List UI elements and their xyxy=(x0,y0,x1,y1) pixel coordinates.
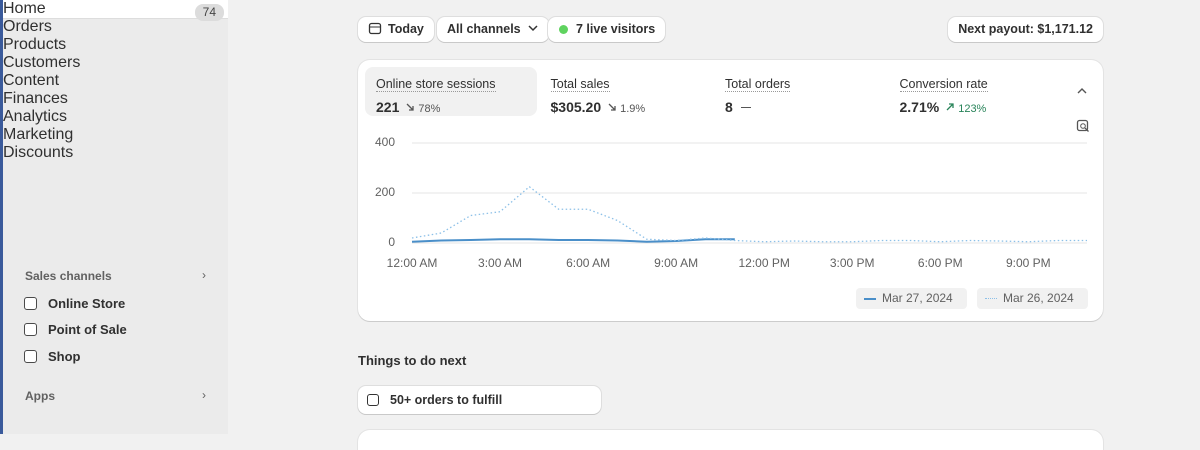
compare-icon[interactable] xyxy=(1076,119,1090,133)
x-tick-label: 12:00 AM xyxy=(387,256,438,270)
chevron: › xyxy=(202,388,206,402)
metric[interactable]: Conversion rate 2.71% 123% xyxy=(889,67,1061,116)
nav-badge: 74 xyxy=(194,4,224,21)
legend-item[interactable]: Mar 27, 2024 xyxy=(856,288,967,309)
metric-label: Conversion rate xyxy=(899,77,988,92)
channel-item[interactable]: Point of Sale xyxy=(14,317,217,342)
nav-label: Content xyxy=(3,72,60,89)
x-tick-label: 6:00 AM xyxy=(566,256,610,270)
channel-icon xyxy=(24,349,37,363)
nav-item[interactable]: Marketing xyxy=(3,126,228,144)
metric-change: 78% xyxy=(405,103,440,115)
page: Home Orders 74 Products Customers Content Fina… xyxy=(0,0,1103,450)
change-value: 78% xyxy=(418,103,441,115)
legend-label: Mar 26, 2024 xyxy=(1003,291,1074,305)
nav-label: Orders xyxy=(3,18,52,35)
channel-icon xyxy=(24,297,37,310)
live-button[interactable]: 7 live visitors xyxy=(548,17,666,42)
metric-label: Total orders xyxy=(725,77,791,92)
live-dot xyxy=(559,25,568,34)
payout-button[interactable]: Next payout: $1,171.12 xyxy=(948,17,1103,42)
metric-value: $305.20 1.9% xyxy=(551,99,701,115)
metric-number: 8 xyxy=(725,99,733,115)
x-tick-label: 9:00 PM xyxy=(1006,256,1051,270)
section-title: Apps xyxy=(25,389,55,403)
nav-item[interactable]: Content xyxy=(3,72,228,90)
collapse-icon[interactable] xyxy=(1076,86,1088,96)
nav-label: Finances xyxy=(3,90,68,107)
sidebar: Home Orders 74 Products Customers Content Fina… xyxy=(0,0,228,434)
next-card xyxy=(358,430,1103,450)
chevron: › xyxy=(202,268,206,282)
analytics-card: 0 200 400 12:00 AM 3:00 AM 6:00 AM 9:00 AM 12:0… xyxy=(358,60,1103,321)
sessions-chart: 0 200 400 12:00 AM 3:00 AM 6:00 AM 9:00 AM 12:0… xyxy=(375,135,1087,270)
legend-item[interactable]: Mar 26, 2024 xyxy=(977,288,1088,309)
metric-label: Online store sessions xyxy=(376,77,496,92)
calendar-icon xyxy=(368,22,382,35)
trend-icon xyxy=(406,103,415,111)
metric-number: 221 xyxy=(376,99,400,115)
legend-swatch xyxy=(985,298,997,299)
channel-icon xyxy=(24,323,37,337)
nav-item[interactable]: Products xyxy=(3,36,228,54)
nav-item[interactable]: Home xyxy=(3,0,228,18)
nav-label: Customers xyxy=(3,54,81,71)
nav-item[interactable]: Analytics xyxy=(3,108,228,126)
no-change xyxy=(740,106,751,108)
todo-title: Things to do next xyxy=(358,353,467,368)
metric-label: Total sales xyxy=(550,77,610,92)
metric-change: 1.9% xyxy=(607,103,645,115)
channel-item[interactable]: Online Store xyxy=(14,291,217,316)
channel-label: Online Store xyxy=(48,296,126,311)
trend-icon xyxy=(946,103,954,111)
channel-item[interactable]: Shop xyxy=(14,344,217,369)
metric[interactable]: Online store sessions 221 78% xyxy=(365,67,537,116)
metric-value: 8 xyxy=(725,99,875,115)
payout-label: Next payout: $1,171.12 xyxy=(958,22,1093,36)
live-label: 7 live visitors xyxy=(576,22,656,36)
series-line xyxy=(411,238,735,243)
x-tick-label: 3:00 PM xyxy=(830,256,875,270)
change-value: 123% xyxy=(958,103,987,115)
nav-label: Discounts xyxy=(3,144,74,161)
metric-number: $305.20 xyxy=(550,99,602,115)
series-line xyxy=(411,186,1087,243)
date-label: Today xyxy=(388,22,424,36)
x-tick-label: 9:00 AM xyxy=(654,256,698,270)
legend-swatch xyxy=(864,298,876,300)
metric-change: 123% xyxy=(945,103,986,115)
todo-item[interactable]: 50+ orders to fulfill xyxy=(358,386,601,414)
nav-label: Marketing xyxy=(3,126,74,143)
nav-item[interactable]: Finances xyxy=(3,90,228,108)
metric[interactable]: Total sales $305.20 1.9% xyxy=(540,67,712,116)
nav-item[interactable]: Customers xyxy=(3,54,228,72)
y-tick-label: 400 xyxy=(375,135,395,149)
nav-label: Analytics xyxy=(3,108,68,125)
chevron xyxy=(528,25,538,32)
channel-label: Shop xyxy=(48,348,81,364)
metric-number: 2.71% xyxy=(899,99,940,115)
todo-icon xyxy=(367,394,379,406)
channel-label: Point of Sale xyxy=(48,322,127,338)
trend-icon xyxy=(608,103,616,111)
change-value: 1.9% xyxy=(620,103,646,115)
metric[interactable]: Total orders 8 xyxy=(714,67,886,116)
x-tick-label: 3:00 AM xyxy=(478,256,522,270)
channels-button[interactable]: All channels xyxy=(437,17,549,42)
section-title: Sales channels xyxy=(25,269,112,283)
nav-item[interactable]: Discounts xyxy=(3,144,228,162)
y-tick-label: 200 xyxy=(375,185,395,199)
metric-value: 2.71% 123% xyxy=(900,99,1050,115)
y-tick-label: 0 xyxy=(388,235,395,249)
channels-label: All channels xyxy=(447,22,521,36)
todo-label: 50+ orders to fulfill xyxy=(390,393,503,407)
legend-label: Mar 27, 2024 xyxy=(882,291,953,305)
nav-item[interactable]: Orders 74 xyxy=(3,4,228,36)
nav-label: Home xyxy=(3,0,46,17)
x-tick-label: 12:00 PM xyxy=(738,256,789,270)
date-button[interactable]: Today xyxy=(358,17,434,42)
metric-value: 221 78% xyxy=(376,99,526,115)
nav-label: Products xyxy=(3,36,67,53)
x-tick-label: 6:00 PM xyxy=(918,256,963,270)
